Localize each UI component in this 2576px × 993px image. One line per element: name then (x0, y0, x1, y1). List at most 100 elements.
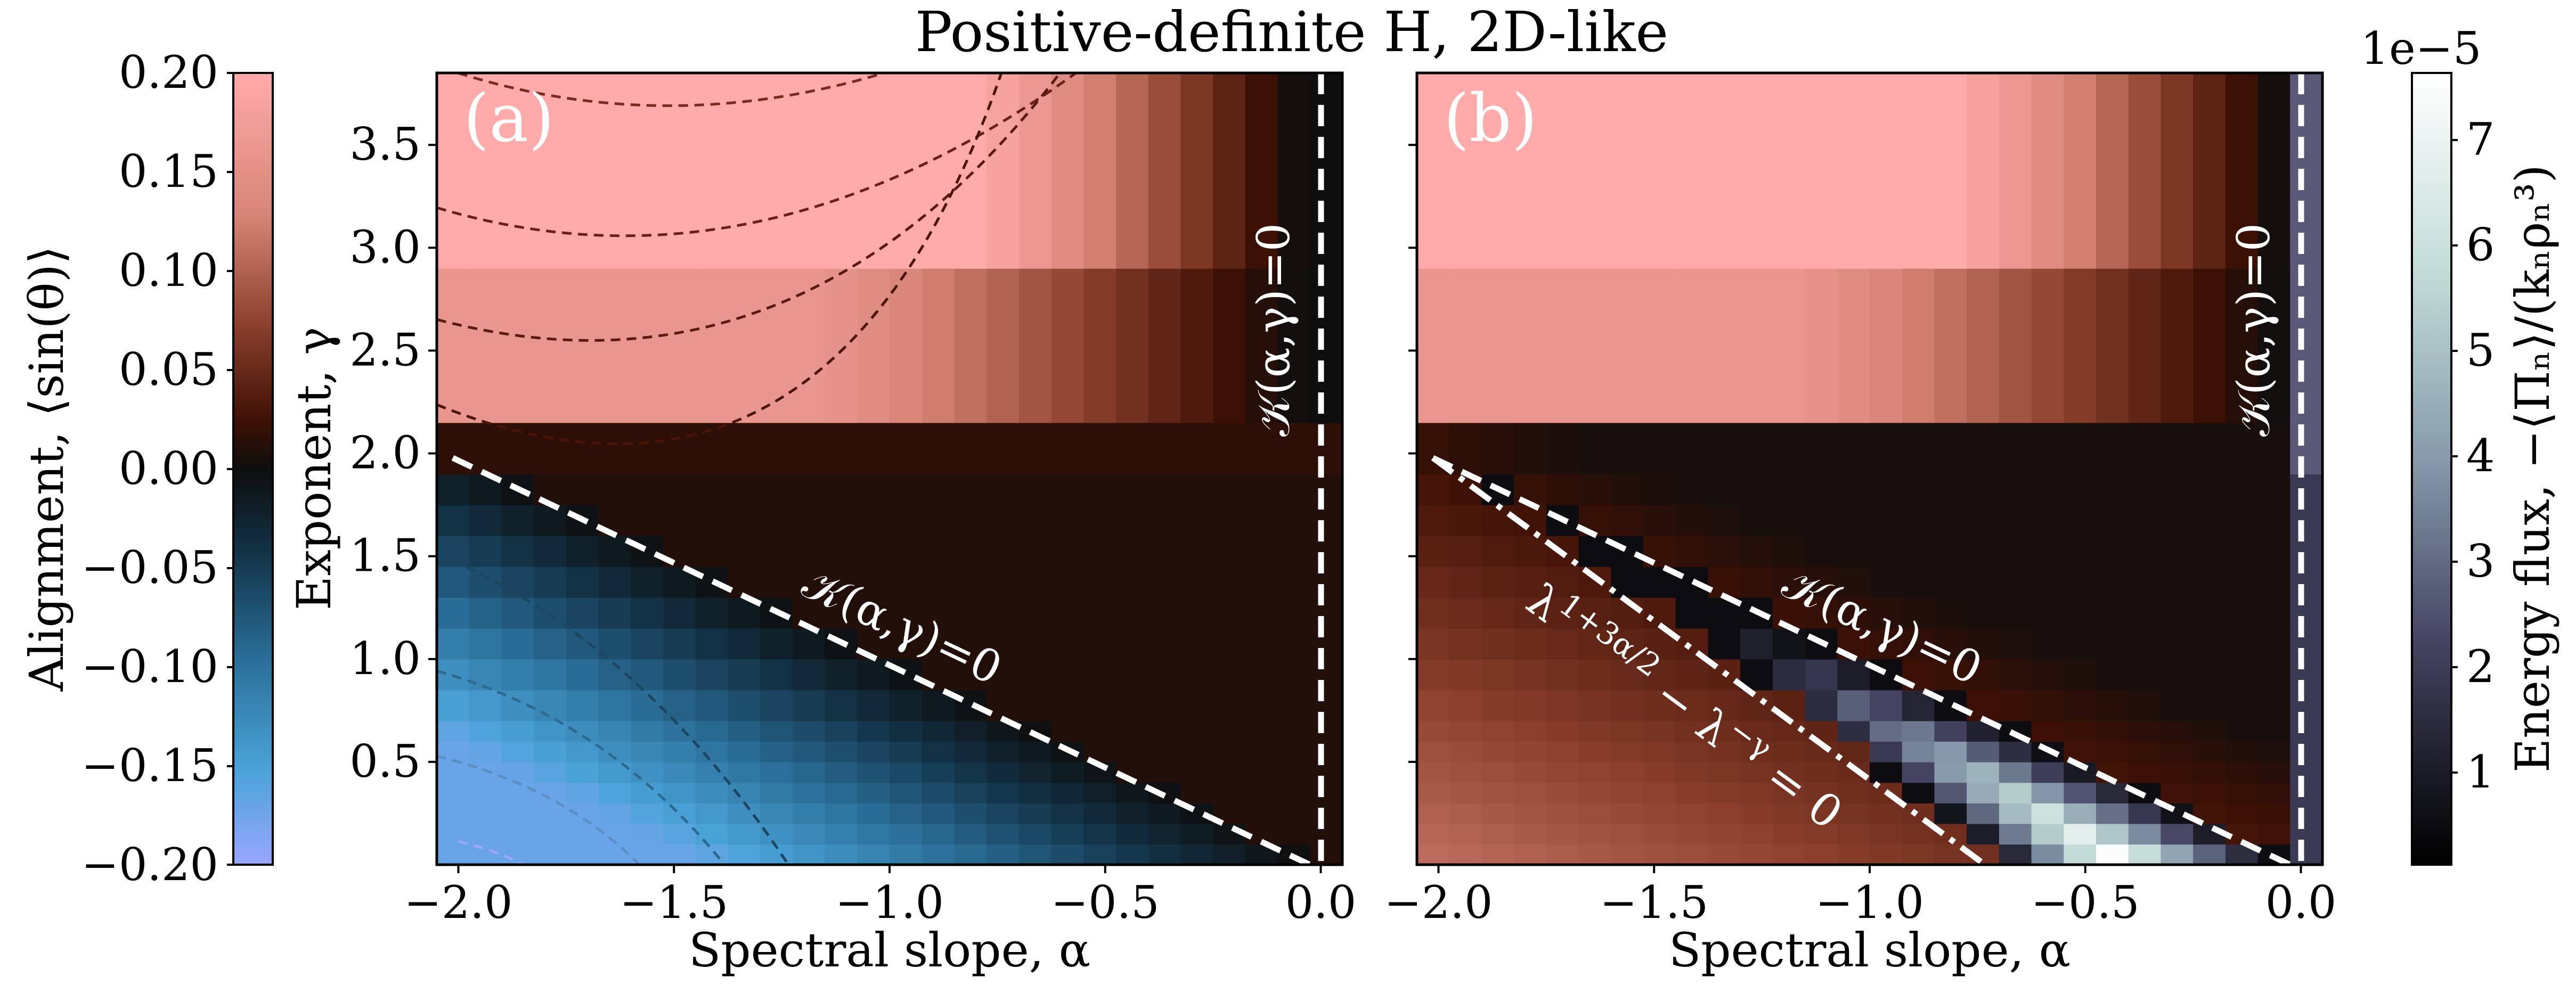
heatmap-cell (663, 73, 696, 269)
heatmap-cell (1180, 823, 1213, 845)
heatmap-cell (1837, 782, 1870, 803)
heatmap-cell (1578, 659, 1612, 691)
heatmap-cell (1213, 628, 1246, 660)
heatmap-cell (922, 720, 955, 742)
heatmap-cell (1578, 823, 1612, 845)
heatmap-cell (1611, 720, 1644, 742)
heatmap-cell (1772, 505, 1806, 536)
heatmap-cell (1449, 628, 1482, 660)
heatmap-cell (1708, 536, 1741, 567)
x-tick-label: −1.5 (619, 876, 728, 929)
heatmap-cell (954, 268, 987, 423)
heatmap-cell (631, 690, 664, 721)
heatmap-cell (534, 844, 567, 865)
heatmap-cell (1277, 823, 1311, 845)
heatmap-cell (2193, 741, 2226, 762)
heatmap-cell (1578, 422, 1612, 474)
heatmap-cell (1277, 690, 1311, 721)
heatmap-cell (760, 73, 793, 269)
heatmap-cell (1481, 690, 1514, 721)
heatmap-cell (1967, 474, 2000, 505)
heatmap-cell (1310, 505, 1342, 536)
contour-line (437, 73, 1061, 342)
heatmap-cell (2128, 741, 2162, 762)
heatmap-cell (2257, 536, 2291, 567)
heatmap-cell (501, 268, 534, 423)
heatmap-cell (1148, 741, 1181, 762)
heatmap-cell (2064, 597, 2097, 629)
heatmap-cell (1277, 628, 1311, 660)
heatmap-cell (663, 268, 696, 423)
heatmap-cell (1514, 628, 1547, 660)
heatmap-cell (760, 823, 793, 845)
heatmap-cell (2128, 823, 2162, 845)
heatmap-cell (2225, 659, 2259, 691)
heatmap-cell (2064, 505, 2097, 536)
heatmap-cell (1018, 844, 1052, 865)
heatmap-cell (1514, 720, 1547, 742)
heatmap-cell (631, 823, 664, 845)
heatmap-cell (534, 628, 567, 660)
heatmap-cell (2096, 720, 2129, 742)
heatmap-cell (2193, 567, 2226, 598)
heatmap-cell (1514, 782, 1547, 803)
heatmap-cell (2031, 844, 2065, 865)
heatmap-cell (1018, 782, 1052, 803)
heatmap-cell (2193, 73, 2226, 269)
heatmap-cell (598, 782, 632, 803)
heatmap-cell (631, 567, 664, 598)
heatmap-cell (566, 268, 599, 423)
heatmap-cell (2064, 782, 2097, 803)
heatmap-cell (2193, 628, 2226, 660)
heatmap-cell (1611, 803, 1644, 824)
heatmap-cell (2064, 73, 2097, 269)
heatmap-cell (1277, 73, 1311, 269)
heatmap-cell (2290, 597, 2322, 629)
heatmap-cell (2257, 720, 2291, 742)
heatmap-cell (469, 720, 502, 742)
heatmap-cell (857, 73, 890, 269)
heatmap-cell (2031, 422, 2065, 474)
heatmap-cell (987, 628, 1020, 660)
heatmap-cell (728, 690, 761, 721)
heatmap-cell (1417, 536, 1450, 567)
heatmap-cell (695, 659, 729, 691)
heatmap-cell (2290, 761, 2322, 783)
heatmap-cell (1740, 505, 1773, 536)
heatmap-cell (1546, 597, 1579, 629)
heatmap-cell (1245, 422, 1278, 474)
heatmap-cell (792, 823, 826, 845)
heatmap-cell (2225, 567, 2259, 598)
left-colorbar-gradient (232, 72, 274, 866)
heatmap-cell (663, 761, 696, 783)
panel-b: (b) 𝒦(α,γ)=0 𝒦(α,γ)=0 λ1+3α/2 − λ−γ = 0 … (1384, 71, 2336, 978)
heatmap-cell (1148, 803, 1181, 824)
heatmap-cell (954, 659, 987, 691)
heatmap-cell (469, 628, 502, 660)
heatmap-cell (1837, 73, 1870, 269)
heatmap-cell (857, 505, 890, 536)
heatmap-cell (1967, 659, 2000, 691)
heatmap-cell (1514, 268, 1547, 423)
heatmap-cell (1870, 741, 1903, 762)
heatmap-cell (1870, 505, 1903, 536)
x-tick-label: −2.0 (1384, 876, 1493, 929)
heatmap-cell (1805, 597, 1838, 629)
heatmap-cell (1967, 422, 2000, 474)
heatmap-cell (695, 268, 729, 423)
heatmap-cell (1999, 422, 2032, 474)
heatmap-cell (792, 659, 826, 691)
heatmap-cell (1277, 741, 1311, 762)
heatmap-cell (1051, 505, 1085, 536)
heatmap-cell (1148, 597, 1181, 629)
heatmap-cell (2161, 268, 2194, 423)
heatmap-cell (695, 761, 729, 783)
heatmap-cell (922, 628, 955, 660)
heatmap-cell (1902, 741, 1935, 762)
heatmap-cell (631, 73, 664, 269)
heatmap-cell (1870, 268, 1903, 423)
heatmap-cell (695, 803, 729, 824)
heatmap-cell (1180, 422, 1213, 474)
heatmap-cell (1051, 597, 1085, 629)
heatmap-cell (1643, 474, 1676, 505)
